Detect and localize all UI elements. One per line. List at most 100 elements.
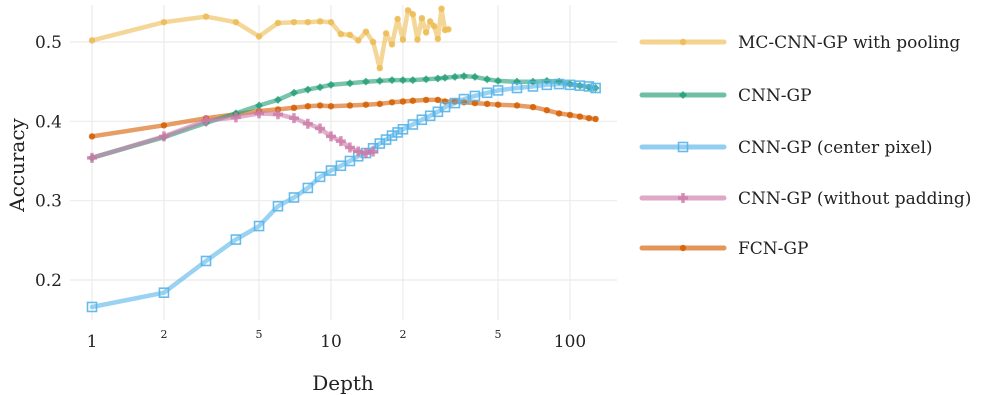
data-point — [288, 113, 299, 124]
y-tick-label: 0.3 — [35, 192, 62, 212]
data-point — [274, 19, 282, 27]
data-point — [316, 83, 325, 92]
series-mc-cnn-gp-with-pooling — [88, 5, 452, 72]
data-point — [450, 72, 459, 81]
data-point — [369, 38, 377, 46]
data-point — [541, 79, 553, 91]
data-point — [592, 115, 599, 123]
data-point — [304, 103, 312, 110]
data-point — [272, 109, 283, 120]
data-point — [327, 103, 335, 110]
data-point — [316, 102, 324, 109]
data-point — [483, 75, 492, 84]
data-point — [430, 22, 438, 30]
series-layer — [86, 5, 601, 313]
y-axis-title: Accuracy — [5, 117, 29, 212]
data-point — [529, 103, 537, 111]
data-point — [459, 72, 468, 81]
data-point — [335, 136, 346, 147]
data-point — [422, 96, 430, 104]
data-point — [398, 76, 407, 85]
y-tick-label: 0.5 — [35, 33, 62, 53]
data-point — [388, 41, 396, 48]
data-point — [346, 31, 354, 39]
data-point — [512, 77, 521, 86]
data-point — [160, 18, 168, 26]
data-point — [422, 75, 431, 84]
data-point — [679, 91, 687, 99]
data-point — [160, 122, 168, 129]
data-point — [434, 96, 442, 104]
data-point — [441, 98, 449, 105]
data-point — [414, 36, 421, 43]
data-point — [404, 7, 412, 14]
data-point — [327, 18, 335, 26]
x-tick-label: 5 — [256, 328, 263, 341]
legend: MC-CNN-GP with pooling CNN-GP CNN-GP (cent… — [639, 33, 971, 259]
data-point — [494, 76, 503, 85]
data-point — [555, 110, 563, 117]
data-point — [399, 36, 407, 43]
data-point — [303, 85, 312, 94]
data-point — [288, 192, 300, 203]
data-point — [302, 118, 313, 129]
data-point — [158, 131, 169, 142]
x-tick-label: 2 — [160, 328, 167, 341]
series-fcn-gp — [88, 96, 599, 140]
data-point — [590, 82, 601, 94]
data-point — [471, 99, 479, 107]
legend-item: CNN-GP (center pixel) — [639, 138, 933, 158]
legend-label: MC-CNN-GP with pooling — [738, 33, 960, 53]
x-tick-label: 10 — [320, 332, 342, 352]
data-point — [273, 95, 282, 104]
data-point — [253, 220, 265, 232]
data-point — [87, 152, 97, 163]
data-point — [375, 76, 384, 85]
legend-item: CNN-GP — [639, 86, 812, 106]
data-point — [576, 113, 584, 120]
x-axis-ticks: 1 2 5 10 2 5 100 — [87, 328, 587, 352]
y-axis-ticks: 0.2 0.3 0.4 0.5 — [35, 33, 62, 291]
data-point — [254, 108, 265, 119]
data-point — [326, 131, 336, 142]
data-point — [325, 165, 337, 176]
data-point — [346, 102, 354, 109]
data-point — [344, 142, 355, 153]
data-point — [202, 13, 210, 20]
data-point — [289, 88, 298, 97]
data-point — [513, 102, 521, 109]
data-point — [158, 287, 170, 298]
x-tick-label: 2 — [399, 328, 406, 341]
legend-label: CNN-GP (without padding) — [738, 189, 971, 209]
legend-label: CNN-GP (center pixel) — [738, 138, 933, 158]
data-point — [527, 81, 539, 92]
data-point — [445, 26, 452, 33]
data-point — [382, 30, 390, 37]
data-point — [290, 18, 298, 26]
data-point — [458, 93, 470, 105]
data-point — [361, 77, 370, 86]
data-point — [255, 33, 263, 40]
x-tick-label: 1 — [87, 332, 98, 352]
data-point — [583, 81, 595, 92]
data-point — [314, 171, 326, 183]
data-point — [399, 98, 407, 105]
data-point — [441, 73, 450, 82]
y-tick-label: 0.4 — [35, 112, 62, 132]
data-point — [230, 112, 241, 123]
data-point — [566, 111, 574, 119]
data-point — [409, 97, 417, 104]
data-point — [327, 80, 335, 89]
grid — [70, 5, 617, 320]
data-point — [232, 18, 240, 26]
x-tick-label: 100 — [554, 332, 586, 352]
data-point — [388, 99, 396, 106]
data-point — [315, 123, 326, 134]
data-point — [304, 18, 312, 26]
data-point — [564, 79, 576, 91]
data-point — [86, 301, 98, 313]
legend-item: CNN-GP (without padding) — [639, 189, 971, 209]
data-point — [388, 76, 397, 85]
data-point — [88, 37, 96, 44]
